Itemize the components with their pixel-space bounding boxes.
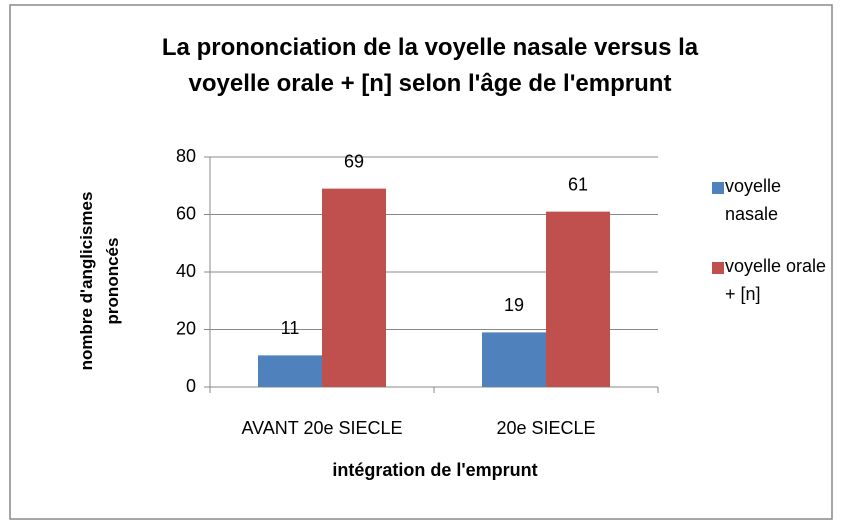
chart-title: La prononciation de la voyelle nasale ve…	[161, 34, 699, 97]
legend-label: voyelle nasale	[725, 176, 782, 224]
bar	[546, 211, 610, 387]
y-tick-label: 40	[176, 261, 196, 281]
bar	[258, 355, 322, 387]
data-label: 61	[568, 174, 588, 194]
y-axis-label: nombre d'anglicismes prononcés	[77, 191, 122, 371]
legend-label: voyelle orale + [n]	[725, 256, 827, 304]
y-tick-label: 80	[176, 146, 196, 166]
bar	[322, 188, 386, 387]
bar	[482, 332, 546, 387]
legend-swatch	[712, 262, 724, 274]
y-tick-label: 20	[176, 318, 196, 338]
data-label: 19	[504, 295, 524, 315]
x-tick-label: 20e SIECLE	[496, 418, 595, 438]
legend-swatch	[712, 182, 724, 194]
data-label: 69	[344, 151, 364, 171]
y-tick-label: 0	[186, 376, 196, 396]
x-axis-label: intégration de l'emprunt	[332, 460, 538, 480]
y-tick-label: 60	[176, 203, 196, 223]
chart-border	[9, 4, 833, 520]
x-tick-label: AVANT 20e SIECLE	[241, 418, 402, 438]
data-label: 11	[281, 318, 300, 338]
